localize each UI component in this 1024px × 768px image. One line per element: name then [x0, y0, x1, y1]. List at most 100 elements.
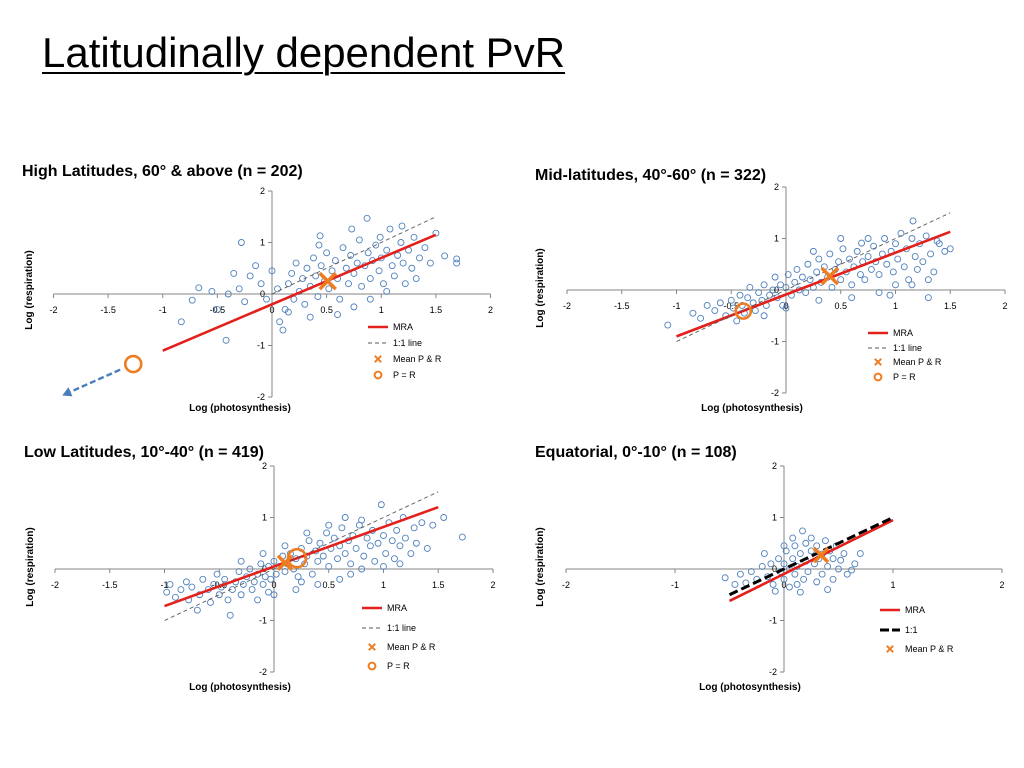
scatter-point [800, 575, 808, 583]
scatter-point [835, 258, 843, 266]
y-axis-label: Log (respiration) [25, 527, 36, 607]
x-tick-label: -1 [672, 301, 680, 311]
x-tick-label: -2 [563, 301, 571, 311]
scatter-point [818, 570, 826, 578]
scatter-point [306, 313, 314, 321]
scatter-point [177, 318, 185, 326]
x-tick-label: 0.5 [834, 301, 847, 311]
scatter-point [829, 575, 837, 583]
scatter-point [892, 281, 899, 289]
scatter-point [386, 225, 394, 233]
scatter-point [339, 244, 347, 252]
scatter-point [744, 294, 752, 302]
x-axis-label: Log (photosynthesis) [701, 403, 803, 414]
legend-label: Mean P & R [387, 642, 436, 652]
scatter-point [393, 526, 401, 534]
legend-label: MRA [905, 605, 925, 615]
scatter-point [288, 269, 296, 277]
scatter-point [276, 318, 284, 326]
scatter-point [331, 257, 339, 264]
scatter-point [319, 552, 327, 560]
scatter-point [380, 562, 387, 570]
legend-p-equals-r-swatch [373, 370, 383, 380]
scatter-point [856, 550, 864, 557]
scatter-point [388, 262, 396, 270]
y-tick-label: 2 [772, 461, 777, 471]
scatter-point [731, 581, 739, 588]
annotation-arrow-head [62, 387, 73, 397]
scatter-point [376, 233, 384, 241]
scatter-point [316, 539, 324, 547]
scatter-point [177, 586, 185, 594]
x-tick-label: -1 [159, 305, 167, 315]
scatter-point [401, 280, 409, 288]
chart-title-mid-latitudes: Mid-latitudes, 40°-60° (n = 322) [535, 167, 767, 184]
scatter-point [259, 581, 267, 588]
scatter-point [908, 281, 916, 289]
legend-label: 1:1 line [393, 338, 422, 348]
scatter-point [246, 565, 254, 573]
scatter-point [292, 586, 300, 594]
scatter-point [239, 581, 247, 588]
scatter-point [771, 587, 779, 595]
scatter-point [881, 235, 888, 242]
scatter-point [407, 550, 415, 557]
scatter-point [796, 588, 804, 596]
scatter-point [835, 565, 842, 573]
scatter-point [760, 550, 768, 557]
scatter-point [358, 282, 366, 290]
scatter-point [188, 296, 196, 304]
legend: MRA 1:1 line Mean P & R P = R [362, 603, 436, 671]
scatter-point [440, 514, 448, 521]
scatter-point [935, 240, 943, 248]
scatter-point [330, 534, 338, 542]
scatter-point [399, 259, 407, 267]
scatter-point [721, 574, 729, 582]
scatter-point [325, 285, 333, 293]
scatter-point [771, 273, 779, 281]
x-tick-label: 0 [271, 580, 276, 590]
scatter-point [815, 296, 823, 304]
mean-p-r-marker [318, 271, 337, 291]
scatter-point [380, 532, 387, 539]
x-tick-label: -0.5 [210, 305, 226, 315]
legend-label: MRA [387, 603, 407, 613]
scatter-point [371, 557, 379, 565]
scatter-point [697, 314, 705, 322]
x-tick-label: 1 [381, 580, 386, 590]
scatter-point [213, 570, 221, 578]
scatter-point [780, 575, 788, 583]
scatter-point [397, 239, 405, 246]
scatter-point [711, 307, 719, 315]
scatter-point [883, 260, 891, 268]
x-tick-label: -1 [160, 580, 168, 590]
scatter-point [941, 247, 949, 255]
mra-line [164, 505, 439, 608]
x-tick-label: -1 [671, 580, 679, 590]
scatter-point [886, 291, 894, 299]
y-tick-label: 1 [260, 238, 265, 248]
legend-label: P = R [387, 661, 410, 671]
scatter-point [782, 304, 790, 312]
y-tick-label: 2 [262, 461, 267, 471]
scatter-point [900, 263, 908, 271]
x-tick-label: -2 [51, 580, 59, 590]
scatter-point [352, 544, 360, 552]
mra-line [728, 518, 894, 603]
scatter-point [297, 578, 305, 586]
scatter-point [254, 596, 262, 604]
scatter-point [798, 273, 806, 281]
scatter-point [769, 286, 777, 294]
scatter-point [375, 267, 383, 275]
scatter-point [421, 244, 429, 252]
scatter-point [892, 240, 899, 248]
y-tick-label: 1 [774, 234, 779, 244]
legend-p-equals-r-swatch [873, 372, 883, 382]
scatter-point [345, 280, 352, 288]
scatter-point [755, 289, 763, 297]
one-to-one-line [164, 491, 439, 621]
scatter-point [804, 568, 812, 576]
y-tick-label: 0 [260, 289, 265, 299]
scatter-point [751, 307, 759, 315]
scatter-point [334, 311, 341, 319]
